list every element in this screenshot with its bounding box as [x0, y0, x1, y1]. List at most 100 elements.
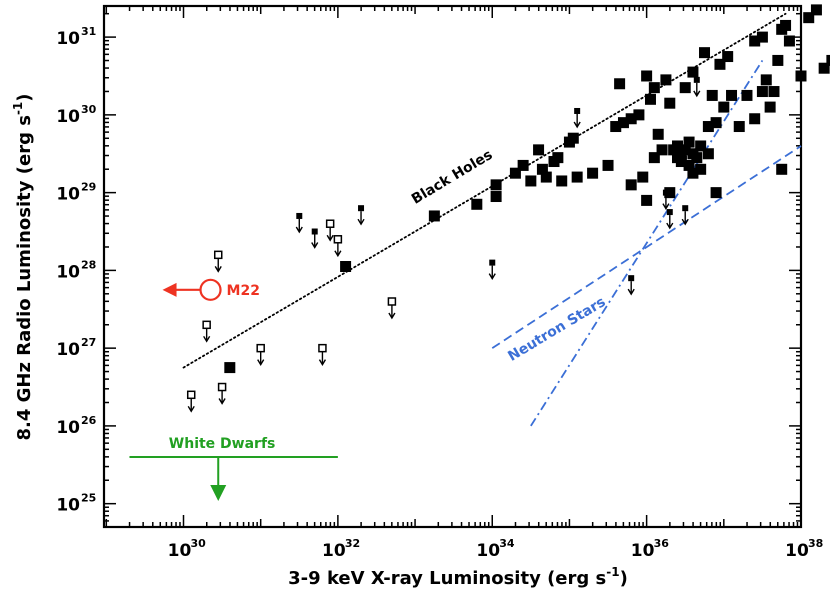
bh-upper-limit-point: [666, 209, 673, 216]
bh-detection-point: [810, 4, 822, 16]
bh-detection-point: [571, 171, 583, 183]
y-tick-label: 10: [56, 29, 80, 49]
upper-limit-arrow-head: [295, 226, 303, 234]
bh-detection-point: [679, 144, 691, 156]
open-upper-limit-point: [387, 297, 397, 306]
bh-detection-point: [699, 47, 711, 59]
bh-detection-point: [660, 74, 672, 86]
bh-detection-point: [783, 35, 795, 47]
bh-detection-point: [614, 78, 626, 90]
y-axis-label-exponent: -1: [11, 102, 25, 115]
ref-line: [491, 145, 802, 349]
upper-limit-arrow-head: [257, 359, 265, 367]
open-upper-limit-point: [202, 320, 211, 330]
bh-detection-point: [687, 66, 699, 78]
upper-limit-arrow-head: [334, 250, 342, 258]
bh-detection-point: [714, 58, 726, 70]
bh-detection-point: [533, 144, 545, 156]
bh-detection-point: [772, 54, 784, 66]
bh-detection-point: [490, 191, 502, 203]
upper-limit-arrow-head: [203, 335, 211, 343]
open-upper-limit-point: [186, 390, 196, 400]
y-tick-label-exponent: 29: [81, 181, 96, 194]
y-axis-label: 8.4 GHz Radio Luminosity (erg s-1): [11, 93, 35, 440]
bh-detection-point: [610, 121, 622, 133]
upper-limit-arrow-head: [357, 218, 365, 226]
y-tick-label-exponent: 26: [81, 414, 97, 427]
y-tick-label-exponent: 25: [81, 492, 96, 505]
bh-upper-limit-point: [682, 205, 689, 212]
bh-detection-point: [818, 62, 830, 74]
bh-detection-point: [224, 362, 236, 374]
bh-detection-point: [683, 159, 695, 171]
bh-detection-point: [776, 163, 788, 175]
bh-detection-point: [509, 167, 521, 179]
upper-limit-arrow-head: [311, 242, 319, 249]
bh-upper-limit-point: [628, 275, 635, 282]
upper-limit-arrow-head: [187, 405, 195, 413]
bh-detection-point: [656, 144, 668, 156]
bh-detection-point: [695, 163, 707, 175]
upper-limit-arrow-head: [388, 312, 396, 320]
m22-label: M22: [227, 283, 260, 299]
bh-detection-point: [617, 117, 629, 129]
bh-detection-point: [749, 113, 761, 125]
bh-detection-point: [536, 163, 548, 175]
bh-detection-point: [722, 51, 734, 63]
bh-upper-limit-point: [311, 228, 318, 235]
x-tick-label: 10: [322, 541, 346, 561]
x-tick-label: 10: [631, 541, 655, 561]
bh-detection-point: [756, 86, 768, 98]
x-axis-label: 3-9 keV X-ray Luminosity (erg s-1): [288, 565, 628, 589]
bh-detection-point: [648, 82, 660, 94]
x-tick-label: 10: [168, 541, 192, 561]
bh-upper-limit-point: [489, 259, 496, 266]
white-dwarf-arrow-head: [210, 485, 227, 502]
bh-detection-point: [756, 31, 768, 43]
bh-detection-point: [567, 132, 579, 144]
bh-detection-point: [741, 89, 753, 101]
bh-detection-point: [625, 179, 637, 191]
bh-detection-point: [702, 121, 714, 133]
y-tick-label: 10: [56, 107, 80, 127]
bh-detection-point: [691, 152, 703, 164]
bh-detection-point: [749, 35, 761, 47]
bh-detection-point: [587, 167, 599, 179]
upper-limit-arrow-head: [326, 234, 334, 242]
bh-detection-point: [525, 175, 537, 187]
bh-detection-point: [706, 89, 718, 101]
bh-detection-point: [652, 128, 664, 140]
y-tick-label: 10: [56, 185, 80, 205]
bh-upper-limit-point: [296, 212, 303, 219]
open-upper-limit-point: [333, 235, 343, 244]
bh-detection-point: [764, 101, 776, 113]
black-holes-label: Black Holes: [409, 147, 496, 208]
bh-detection-point: [641, 194, 653, 206]
upper-limit-arrow-head: [681, 218, 689, 226]
bh-detection-point: [803, 12, 815, 24]
bh-detection-point: [648, 152, 660, 164]
x-tick-label-exponent: 36: [654, 537, 670, 550]
bh-detection-point: [637, 171, 649, 183]
ref-line: [182, 12, 787, 369]
bh-detection-point: [540, 171, 552, 183]
y-tick-label: 10: [56, 262, 80, 282]
bh-detection-point: [733, 121, 745, 133]
reference-lines: [129, 12, 802, 502]
open-upper-limit-point: [318, 343, 327, 353]
bh-detection-point: [726, 89, 738, 101]
x-tick-label: 10: [785, 541, 809, 561]
bh-detection-point: [471, 198, 483, 210]
bh-detection-point: [552, 152, 564, 164]
x-tick-label-exponent: 32: [345, 537, 360, 550]
bh-upper-limit-point: [662, 189, 669, 196]
bh-detection-point: [710, 117, 722, 129]
bh-detection-point: [826, 54, 830, 66]
bh-upper-limit-point: [574, 107, 581, 114]
bh-detection-point: [428, 210, 440, 222]
bh-detection-point: [780, 19, 792, 31]
white-dwarfs-label: White Dwarfs: [169, 436, 276, 452]
